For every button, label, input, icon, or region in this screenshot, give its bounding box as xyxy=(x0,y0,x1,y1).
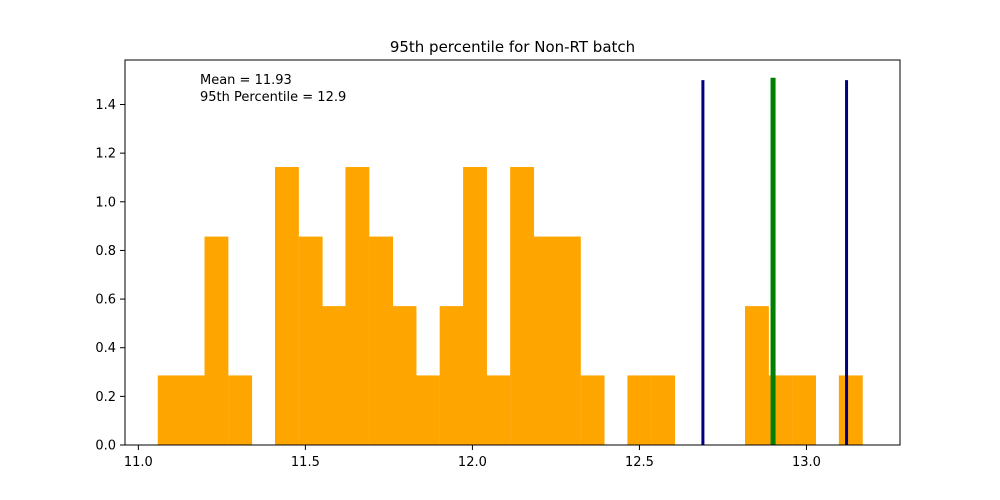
histogram-bar xyxy=(745,306,769,445)
histogram-bar xyxy=(369,236,394,445)
x-tick-label: 11.5 xyxy=(291,455,320,470)
y-tick-label: 0.0 xyxy=(95,439,116,454)
histogram-bar xyxy=(838,375,863,445)
histogram-bar xyxy=(392,306,417,445)
y-tick-label: 0.6 xyxy=(95,293,116,308)
y-tick-label: 0.8 xyxy=(95,244,116,259)
histogram-bar xyxy=(415,375,440,445)
histogram-bar xyxy=(228,375,253,445)
histogram-bar xyxy=(580,375,605,445)
histogram-bar xyxy=(556,236,581,445)
x-tick-label: 12.0 xyxy=(458,455,487,470)
histogram-bar xyxy=(157,375,182,445)
histogram-bar xyxy=(627,375,652,445)
plot-frame xyxy=(124,59,901,446)
histogram-bar xyxy=(439,306,464,445)
histogram-bar xyxy=(274,167,299,445)
percentile-annotation: 95th Percentile = 12.9 xyxy=(200,90,346,105)
histogram-bar xyxy=(298,236,323,445)
histogram-bar xyxy=(510,167,535,445)
x-tick-label: 12.5 xyxy=(625,455,654,470)
y-axis: 0.0 0.2 0.4 0.6 0.8 1.0 1.2 1.4 xyxy=(95,98,125,454)
histogram-bar xyxy=(463,167,487,445)
reference-lines xyxy=(701,77,849,445)
histogram-bars xyxy=(157,167,863,445)
histogram-bar xyxy=(651,375,676,445)
y-tick-label: 1.0 xyxy=(95,195,116,210)
histogram-bar xyxy=(204,236,229,445)
histogram-bar xyxy=(322,306,346,445)
histogram-bar xyxy=(345,167,370,445)
histogram-bar xyxy=(486,375,511,445)
mean-annotation: Mean = 11.93 xyxy=(200,73,292,88)
histogram-bar xyxy=(181,375,205,445)
x-tick-label: 11.0 xyxy=(124,455,153,470)
chart-title: 95th percentile for Non-RT batch xyxy=(390,38,635,56)
x-axis: 11.0 11.5 12.0 12.5 13.0 xyxy=(124,445,821,470)
y-tick-label: 0.4 xyxy=(95,341,116,356)
y-tick-label: 1.4 xyxy=(95,98,116,113)
x-tick-label: 13.0 xyxy=(792,455,821,470)
y-tick-label: 1.2 xyxy=(95,147,116,162)
histogram-bar xyxy=(533,236,558,445)
y-tick-label: 0.2 xyxy=(95,390,116,405)
histogram-bar xyxy=(792,375,816,445)
